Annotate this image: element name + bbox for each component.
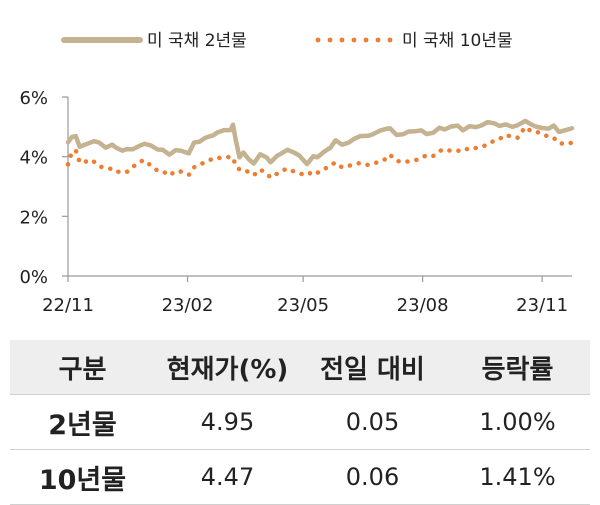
x-tick-label: 22/11 [42, 295, 94, 316]
yield-quote-table: 구분 현재가(%) 전일 대비 등락률 2년물 4.95 0.05 1.00% … [10, 340, 590, 505]
col-header-price: 현재가(%) [155, 340, 300, 395]
col-header-category: 구분 [10, 340, 155, 395]
legend-dot [387, 37, 393, 43]
row-label-2y: 2년물 [10, 394, 155, 450]
y-tick-label: 2% [19, 207, 48, 228]
legend-label-2y: 미 국채 2년물 [147, 31, 247, 51]
cell-price: 4.95 [155, 394, 300, 450]
legend-dot [339, 37, 345, 43]
y-tick-label: 0% [19, 267, 48, 288]
legend-swatch-10y [315, 37, 393, 43]
legend-dot [327, 37, 333, 43]
x-tick-label: 23/02 [162, 295, 214, 316]
x-tick-label: 23/08 [397, 295, 449, 316]
series-line-10y [65, 124, 575, 180]
table-header-row: 구분 현재가(%) 전일 대비 등락률 [10, 340, 590, 395]
series-line-2y [65, 118, 575, 167]
legend-dot [375, 37, 381, 43]
yield-line-chart: 미 국채 2년물 미 국채 10년물 0% 2% 4% 6% 22/11 23/02 23/… [19, 31, 575, 316]
legend-dot [315, 37, 321, 43]
cell-change: 0.05 [300, 394, 445, 450]
table-row: 2년물 4.95 0.05 1.00% [10, 394, 590, 450]
row-label-10y: 10년물 [10, 449, 155, 505]
chart-axes: 0% 2% 4% 6% 22/11 23/02 23/05 23/08 23/11 [19, 88, 572, 316]
col-header-rate: 등락률 [445, 340, 590, 395]
legend-label-10y: 미 국채 10년물 [402, 31, 513, 51]
legend-dot [363, 37, 369, 43]
chart-series [65, 118, 575, 180]
x-tick-label: 23/05 [277, 295, 329, 316]
cell-rate: 1.00% [445, 394, 590, 450]
cell-change: 0.06 [300, 449, 445, 505]
table-row: 10년물 4.47 0.06 1.41% [10, 449, 590, 505]
col-header-change: 전일 대비 [300, 340, 445, 395]
y-tick-label: 6% [19, 88, 48, 109]
legend-dot [351, 37, 357, 43]
cell-rate: 1.41% [445, 449, 590, 505]
x-tick-label: 23/11 [516, 295, 568, 316]
chart-legend: 미 국채 2년물 미 국채 10년물 [61, 31, 513, 51]
cell-price: 4.47 [155, 449, 300, 505]
y-tick-label: 4% [19, 148, 48, 169]
